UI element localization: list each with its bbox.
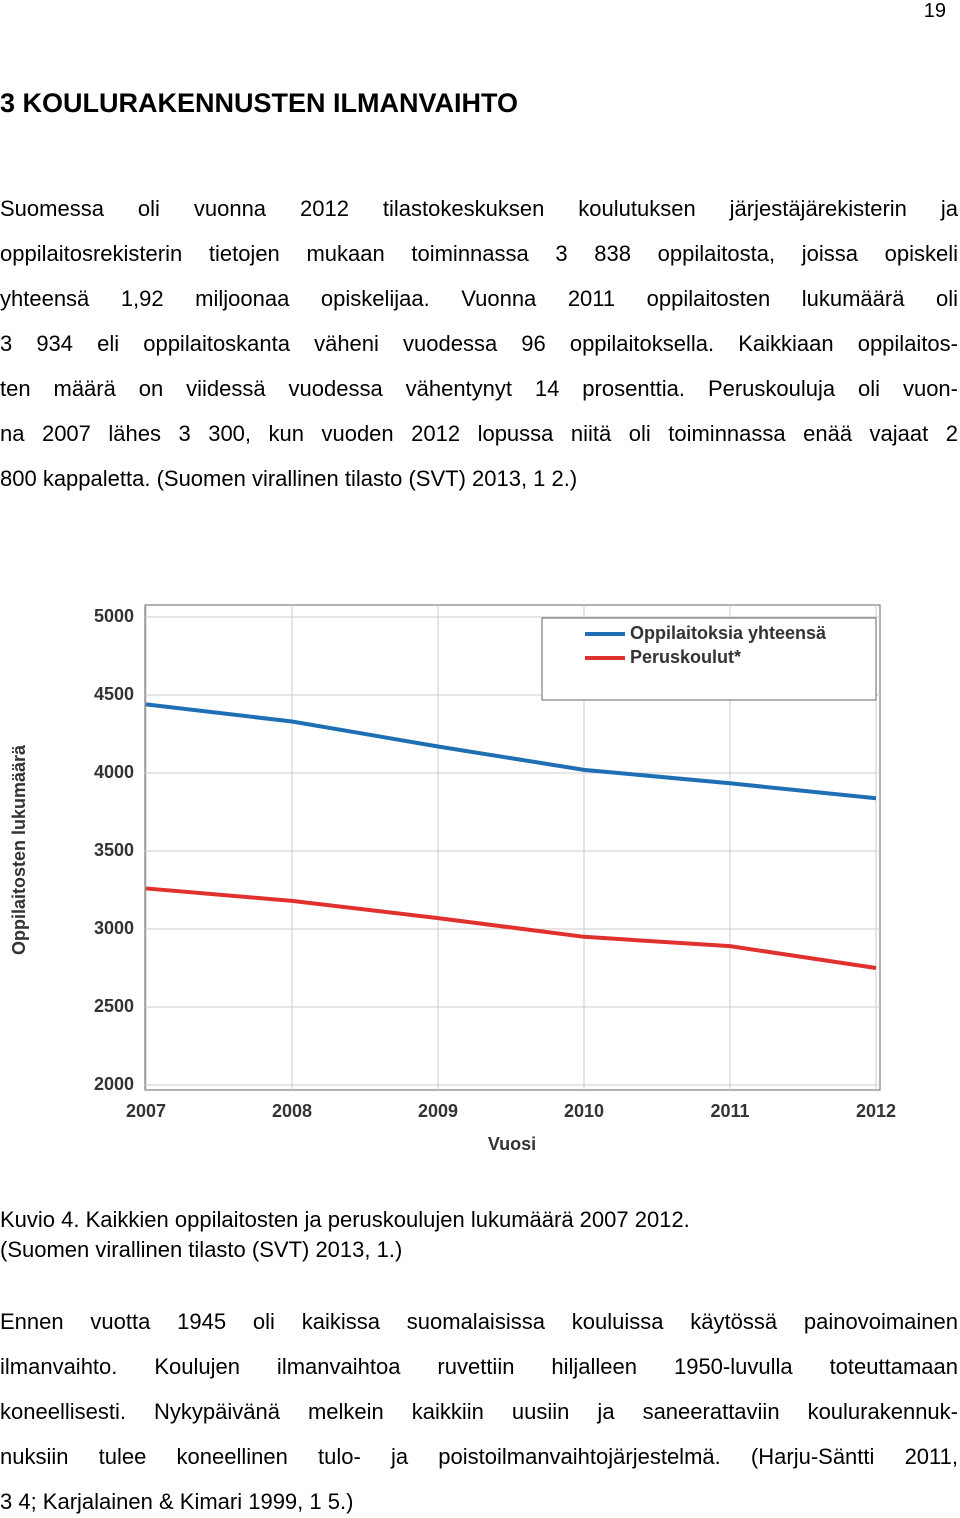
- text-line: Kuvio 4. Kaikkien oppilaitosten ja perus…: [0, 1207, 690, 1232]
- y-tick-label: 4500: [94, 684, 134, 704]
- y-tick-label: 2500: [94, 996, 134, 1016]
- heading: 3 KOULURAKENNUSTEN ILMANVAIHTO: [0, 88, 519, 118]
- text-line: ilmanvaihto. Koulujen ilmanvaihtoa ruvet…: [0, 1354, 958, 1379]
- text-line: nuksiin tulee koneellinen tulo- ja poist…: [0, 1444, 958, 1469]
- text-line: yhteensä 1,92 miljoonaa opiskelijaa. Vuo…: [0, 286, 958, 311]
- x-tick-label: 2011: [710, 1101, 749, 1121]
- text-line: Ennen vuotta 1945 oli kaikissa suomalais…: [0, 1309, 958, 1334]
- x-axis-label: Vuosi: [488, 1134, 536, 1154]
- text-line: na 2007 lähes 3 300, kun vuoden 2012 lop…: [0, 421, 958, 446]
- x-tick-label: 2012: [856, 1101, 896, 1121]
- text-line: oppilaitosrekisterin tietojen mukaan toi…: [0, 241, 958, 266]
- data-line: [145, 702, 877, 801]
- y-tick-label: 2000: [94, 1074, 134, 1094]
- text-line: (Suomen virallinen tilasto (SVT) 2013, 1…: [0, 1237, 403, 1262]
- y-axis-label: Oppilaitosten lukumäärä: [9, 744, 29, 955]
- x-tick-label: 2008: [272, 1101, 312, 1121]
- x-tick-label: 2007: [126, 1101, 166, 1121]
- y-tick-label: 3500: [94, 840, 134, 860]
- text-line: 800 kappaletta. (Suomen virallinen tilas…: [0, 466, 578, 491]
- y-tick-label: 5000: [94, 606, 134, 626]
- y-tick-label: 3000: [94, 918, 134, 938]
- page-number: 19: [923, 0, 946, 22]
- legend-label: Peruskoulut*: [630, 647, 741, 667]
- data-line: [145, 886, 877, 970]
- plot-frame: [144, 604, 881, 1091]
- chart: 2000 2500 3000 3500 4000 4500 5000 2007 2008 2009…: [9, 604, 896, 1154]
- y-tick-label: 4000: [94, 762, 134, 782]
- legend-label: Oppilaitoksia yhteensä: [630, 623, 827, 643]
- x-tick-label: 2010: [564, 1101, 604, 1121]
- text-line: ten määrä on viidessä vuodessa vähentyny…: [0, 376, 958, 401]
- text-line: 3 934 eli oppilaitoskanta väheni vuodess…: [0, 331, 958, 356]
- x-tick-label: 2009: [418, 1101, 458, 1121]
- text-line: koneellisesti. Nykypäivänä melkein kaikk…: [0, 1399, 958, 1424]
- text-line: Suomessa oli vuonna 2012 tilastokeskukse…: [0, 196, 958, 221]
- text-line: 3 4; Karjalainen & Kimari 1999, 1 5.): [0, 1489, 354, 1514]
